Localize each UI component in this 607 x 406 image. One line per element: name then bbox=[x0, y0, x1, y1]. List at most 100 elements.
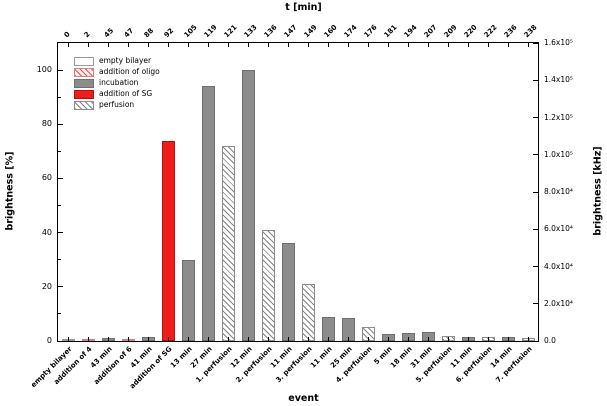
bar-sg bbox=[161, 140, 175, 341]
bar-incubation bbox=[281, 243, 295, 341]
left-axis-minor-tick bbox=[58, 96, 61, 98]
bottom-axis-tick bbox=[388, 337, 389, 341]
top-axis-tick bbox=[248, 43, 249, 47]
bar-incubation bbox=[181, 259, 195, 341]
legend-label: incubation bbox=[99, 78, 139, 87]
top-tick-label: 236 bbox=[502, 23, 519, 40]
legend: empty bilayer addition of oligo incubation… bbox=[74, 55, 160, 111]
legend-swatch-sg bbox=[74, 89, 94, 99]
top-tick-label: 147 bbox=[282, 23, 299, 40]
top-tick-label: 174 bbox=[342, 23, 359, 40]
left-axis-minor-tick bbox=[58, 150, 61, 152]
right-y-axis-title: brightness [kHz] bbox=[592, 146, 604, 236]
left-axis-tick bbox=[58, 286, 63, 288]
top-axis-tick bbox=[428, 43, 429, 47]
top-axis-tick bbox=[268, 43, 269, 47]
right-tick-label: 1.4x10⁵ bbox=[544, 75, 573, 85]
legend-swatch-perfusion bbox=[74, 100, 94, 110]
top-axis-tick bbox=[328, 43, 329, 47]
bottom-axis-tick bbox=[328, 337, 329, 341]
top-tick-label: 47 bbox=[122, 26, 136, 40]
top-tick-label: 220 bbox=[462, 23, 479, 40]
top-axis-tick bbox=[228, 43, 229, 47]
legend-label: addition of oligo bbox=[99, 67, 160, 76]
top-axis-tick bbox=[488, 43, 489, 47]
bottom-axis-tick bbox=[208, 337, 209, 341]
left-tick-label: 80 bbox=[41, 119, 52, 129]
right-tick-label: 2.0x10⁴ bbox=[544, 298, 573, 308]
bottom-axis-tick bbox=[508, 337, 509, 341]
right-axis-tick bbox=[533, 340, 538, 342]
bottom-axis-tick bbox=[448, 337, 449, 341]
top-axis-tick bbox=[68, 43, 69, 47]
left-axis-tick bbox=[58, 177, 63, 179]
left-tick-label: 20 bbox=[41, 281, 52, 291]
top-axis-tick bbox=[348, 43, 349, 47]
bottom-axis-tick bbox=[428, 337, 429, 341]
left-axis-tick bbox=[58, 69, 63, 71]
legend-item: addition of SG bbox=[74, 89, 160, 99]
bottom-axis-tick bbox=[128, 337, 129, 341]
top-tick-label: 176 bbox=[362, 23, 379, 40]
bar-perfusion bbox=[361, 327, 375, 341]
top-tick-label: 88 bbox=[142, 26, 156, 40]
bar-incubation bbox=[241, 70, 255, 341]
top-axis-tick bbox=[308, 43, 309, 47]
bar-perfusion bbox=[261, 229, 275, 341]
left-y-axis-title: brightness [%] bbox=[4, 151, 16, 231]
bottom-axis-tick bbox=[228, 337, 229, 341]
right-tick-label: 6.0x10⁴ bbox=[544, 224, 573, 234]
legend-item: perfusion bbox=[74, 100, 160, 110]
top-axis-tick bbox=[288, 43, 289, 47]
bottom-axis-tick bbox=[188, 337, 189, 341]
legend-label: addition of SG bbox=[99, 89, 153, 98]
top-axis-tick bbox=[408, 43, 409, 47]
bar-perfusion bbox=[301, 284, 315, 341]
top-tick-label: 105 bbox=[182, 23, 199, 40]
top-axis-tick bbox=[448, 43, 449, 47]
top-tick-label: 238 bbox=[522, 23, 539, 40]
bottom-axis-tick bbox=[248, 337, 249, 341]
top-axis-title: t [min] bbox=[285, 2, 322, 13]
top-tick-label: 92 bbox=[162, 26, 176, 40]
left-tick-label: 100 bbox=[36, 65, 52, 75]
legend-label: empty bilayer bbox=[99, 56, 152, 65]
right-axis-tick bbox=[533, 79, 538, 81]
right-tick-label: 1.6x10⁵ bbox=[544, 38, 573, 47]
legend-swatch-empty bbox=[74, 56, 94, 66]
legend-item: empty bilayer bbox=[74, 56, 160, 66]
bottom-axis-tick bbox=[148, 337, 149, 341]
top-tick-label: 149 bbox=[302, 23, 319, 40]
top-tick-label: 121 bbox=[222, 23, 239, 40]
top-axis-tick bbox=[468, 43, 469, 47]
left-axis-minor-tick bbox=[58, 205, 61, 207]
bottom-axis-tick bbox=[68, 337, 69, 341]
right-axis-tick bbox=[533, 266, 538, 267]
top-axis-tick bbox=[168, 43, 169, 47]
right-tick-label: 8.0x10⁴ bbox=[544, 187, 573, 196]
legend-swatch-incubation bbox=[74, 78, 94, 88]
top-tick-label: 0 bbox=[62, 30, 72, 40]
legend-label: perfusion bbox=[99, 100, 135, 109]
legend-swatch-oligo bbox=[74, 67, 94, 77]
top-tick-label: 209 bbox=[442, 23, 459, 40]
top-tick-label: 194 bbox=[402, 23, 419, 40]
legend-item: addition of oligo bbox=[74, 67, 160, 77]
right-tick-label: 1.0x10⁵ bbox=[544, 149, 573, 159]
right-axis-tick bbox=[533, 228, 538, 230]
bottom-axis-tick bbox=[348, 337, 349, 341]
right-tick-label: 0.0 bbox=[544, 336, 556, 345]
bottom-axis-tick bbox=[368, 337, 369, 341]
top-tick-label: 119 bbox=[202, 23, 219, 40]
left-axis-minor-tick bbox=[58, 313, 61, 315]
right-tick-label: 1.2x10⁵ bbox=[544, 112, 573, 122]
top-tick-label: 207 bbox=[422, 23, 439, 40]
legend-item: incubation bbox=[74, 78, 160, 88]
plot-area: empty bilayer addition of oligo incubation… bbox=[29, 23, 572, 390]
bottom-axis-tick bbox=[488, 337, 489, 341]
left-axis-minor-tick bbox=[58, 259, 61, 261]
top-axis-tick bbox=[188, 43, 189, 47]
bar-perfusion bbox=[221, 145, 235, 341]
top-tick-label: 45 bbox=[102, 26, 116, 40]
